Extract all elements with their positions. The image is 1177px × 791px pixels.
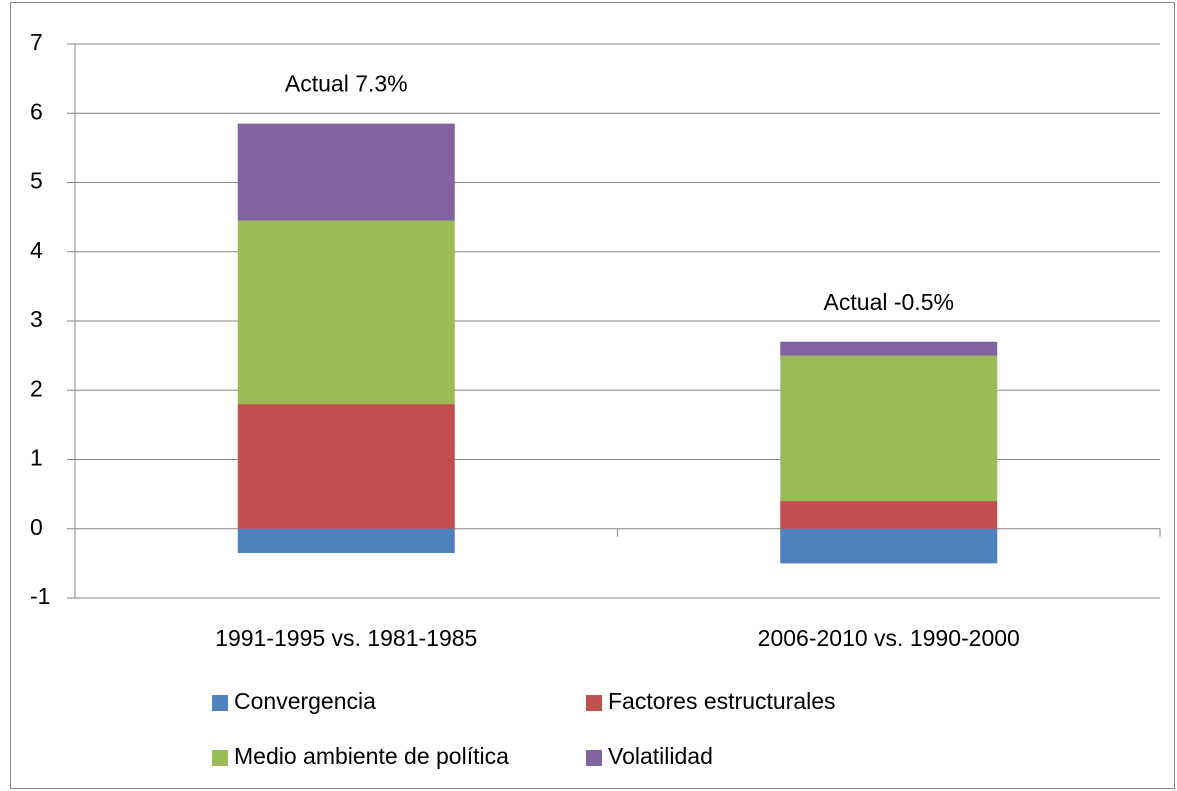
chart-border xyxy=(10,2,1175,789)
bar-segment xyxy=(780,355,998,502)
legend-swatch xyxy=(586,750,602,766)
y-tick-label: 3 xyxy=(30,306,43,332)
bar-segment xyxy=(237,528,455,553)
bar-segment xyxy=(237,404,455,529)
bar-segment xyxy=(780,341,998,356)
annotation: Actual 7.3% xyxy=(285,71,408,97)
y-tick-label: 0 xyxy=(30,514,43,540)
annotation: Actual -0.5% xyxy=(824,289,954,315)
bar-segment xyxy=(237,220,455,405)
y-tick-label: 5 xyxy=(30,168,43,194)
legend-label: Factores estructurales xyxy=(608,688,836,714)
legend-label: Volatilidad xyxy=(608,743,713,769)
bar-segment xyxy=(780,501,998,529)
y-tick-label: 1 xyxy=(30,445,43,471)
legend-swatch xyxy=(212,695,228,711)
bar-segment xyxy=(237,123,455,221)
y-tick-label: 2 xyxy=(30,375,43,401)
y-tick-label: 6 xyxy=(30,98,43,124)
legend-swatch xyxy=(212,750,228,766)
y-tick-label: 4 xyxy=(30,237,43,263)
legend-swatch xyxy=(586,695,602,711)
y-tick-label: -1 xyxy=(30,583,50,609)
bar-segment xyxy=(780,528,998,564)
legend-label: Convergencia xyxy=(234,688,376,714)
x-tick-label: 1991-1995 vs. 1981-1985 xyxy=(215,625,477,651)
x-tick-label: 2006-2010 vs. 1990-2000 xyxy=(758,625,1020,651)
legend-label: Medio ambiente de política xyxy=(234,743,509,769)
y-tick-label: 7 xyxy=(30,29,43,55)
